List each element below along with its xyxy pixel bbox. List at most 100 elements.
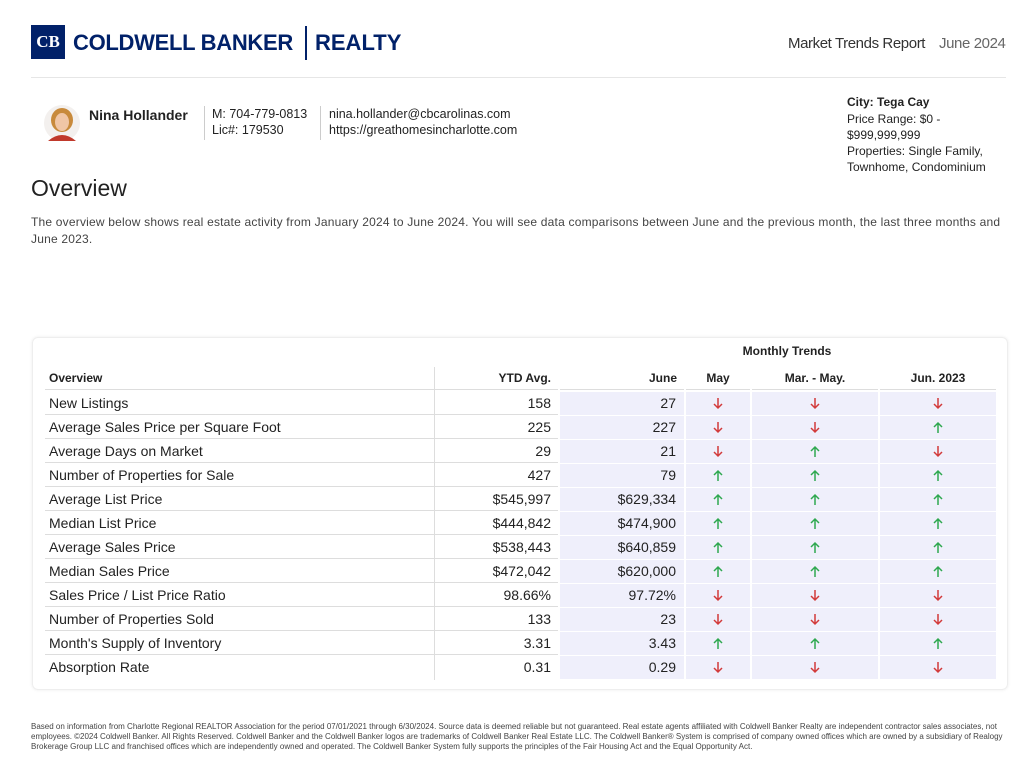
trend-arrow: [713, 541, 723, 553]
trend-arrow: [713, 517, 723, 529]
trend-arrow: [810, 662, 820, 674]
trend-arrow: [933, 421, 943, 433]
ytd-value: $538,443: [434, 536, 558, 559]
trend-cell: [752, 536, 878, 559]
trend-cell: [752, 488, 878, 511]
june-value: $620,000: [560, 560, 684, 583]
june-value: 79: [560, 464, 684, 487]
ytd-value: 133: [434, 608, 558, 631]
trend-cell: [686, 488, 750, 511]
trend-arrow: [933, 590, 943, 602]
logo-brand: COLDWELL BANKER: [73, 30, 293, 55]
column-header: June: [560, 367, 684, 390]
ytd-value: 0.31: [523, 659, 551, 675]
column-header: YTD Avg.: [434, 367, 558, 390]
trend-cell: [752, 392, 878, 415]
filter-properties: Properties: Single Family, Townhome, Con…: [847, 144, 986, 174]
trend-arrow: [810, 469, 820, 481]
ytd-value: 427: [434, 464, 558, 487]
divider: [320, 106, 321, 140]
trend-arrow: [933, 662, 943, 674]
row-label: Absorption Rate: [49, 659, 150, 675]
trend-arrow: [810, 445, 820, 457]
column-header: Mar. - May.: [752, 367, 878, 390]
row-label: Median Sales Price: [45, 560, 434, 583]
agent-license: Lic#: 179530: [212, 123, 284, 137]
june-value: $474,900: [560, 512, 684, 535]
row-label: Average Sales Price: [45, 536, 434, 559]
report-date: June 2024: [939, 35, 1006, 52]
trend-cell: [752, 632, 878, 655]
trend-cell: [686, 392, 750, 415]
trend-arrow: [933, 517, 943, 529]
trend-cell: [880, 632, 996, 655]
trend-cell: [686, 632, 750, 655]
agent-phone: M: 704-779-0813: [212, 107, 308, 121]
trend-arrow: [933, 446, 943, 458]
trend-cell: [686, 464, 750, 487]
trend-arrow: [713, 398, 723, 410]
june-value: $640,859: [560, 536, 684, 559]
june-value: 21: [560, 440, 684, 463]
ytd-value: 3.31: [434, 632, 558, 655]
overview-description: The overview below shows real estate act…: [31, 215, 1001, 246]
agent-name: Nina Hollander: [89, 107, 188, 123]
trend-arrow: [933, 565, 943, 577]
june-value: 97.72%: [560, 584, 684, 607]
ytd-value: 98.66%: [434, 584, 558, 607]
trend-arrow: [933, 614, 943, 626]
trend-arrow: [933, 469, 943, 481]
trend-cell: [880, 464, 996, 487]
trend-cell: [880, 488, 996, 511]
trend-cell: [752, 656, 878, 679]
trend-arrow: [713, 614, 723, 626]
trend-cell: [752, 464, 878, 487]
trend-arrow: [810, 398, 820, 410]
trend-arrow: [933, 541, 943, 553]
logo-monogram: CB: [31, 25, 65, 59]
trend-cell: [686, 560, 750, 583]
header-rule: [31, 77, 1006, 78]
ytd-value: $444,842: [434, 512, 558, 535]
ytd-value: $545,997: [434, 488, 558, 511]
trend-arrow: [810, 422, 820, 434]
divider: [204, 106, 205, 140]
june-value: $629,334: [560, 488, 684, 511]
column-header: Jun. 2023: [880, 367, 996, 390]
trend-arrow: [810, 614, 820, 626]
ytd-value: $472,042: [434, 560, 558, 583]
trend-cell: [752, 584, 878, 607]
trend-cell: [752, 560, 878, 583]
trend-arrow: [713, 422, 723, 434]
trend-arrow: [810, 565, 820, 577]
column-header: May: [686, 367, 750, 390]
row-label: Median List Price: [45, 512, 434, 535]
trend-arrow: [810, 493, 820, 505]
trend-arrow: [810, 517, 820, 529]
trend-arrow: [713, 469, 723, 481]
trend-cell: [880, 440, 996, 463]
trend-cell: [686, 656, 750, 679]
row-label: Average List Price: [45, 488, 434, 511]
trend-arrow: [713, 565, 723, 577]
june-value: 3.43: [560, 632, 684, 655]
report-title: Market Trends Report: [788, 35, 926, 52]
row-label: Average Days on Market: [45, 440, 434, 463]
trend-cell: [880, 416, 996, 439]
row-label: Average Sales Price per Square Foot: [45, 416, 434, 439]
trend-arrow: [933, 637, 943, 649]
trend-cell: [752, 416, 878, 439]
agent-email: nina.hollander@cbcarolinas.com: [329, 107, 511, 121]
trend-arrow: [933, 398, 943, 410]
trend-cell: [880, 584, 996, 607]
filter-city: City: Tega Cay: [847, 95, 930, 109]
trend-arrow: [810, 541, 820, 553]
trend-arrow: [933, 493, 943, 505]
trend-cell: [880, 656, 996, 679]
trend-arrow: [810, 637, 820, 649]
trend-arrow: [713, 637, 723, 649]
row-label: Number of Properties for Sale: [45, 464, 434, 487]
trend-cell: [686, 536, 750, 559]
ytd-value: 158: [434, 392, 558, 415]
